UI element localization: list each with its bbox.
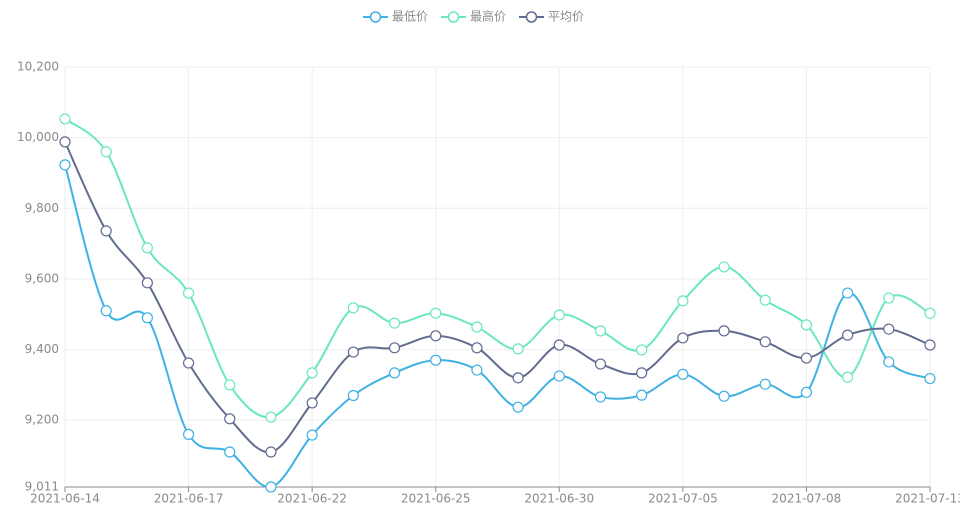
data-point <box>636 344 648 356</box>
data-point <box>430 307 442 319</box>
legend-label[interactable]: 最高价 <box>470 9 506 24</box>
data-point <box>347 302 359 314</box>
data-point <box>306 367 318 379</box>
data-point <box>636 389 648 401</box>
data-point <box>842 287 854 299</box>
data-point <box>883 356 895 368</box>
legend-icon[interactable] <box>369 11 382 23</box>
x-tick-label: 2021-06-17 <box>154 492 224 506</box>
data-point <box>883 292 895 304</box>
data-point <box>924 307 936 319</box>
data-point <box>306 397 318 409</box>
data-point <box>718 390 730 402</box>
data-point <box>512 343 524 355</box>
data-point <box>388 317 401 329</box>
data-point <box>141 277 153 289</box>
data-point <box>512 401 524 413</box>
data-point <box>182 287 195 299</box>
y-tick-label: 10,000 <box>17 130 59 144</box>
data-point <box>924 339 936 351</box>
data-point <box>800 352 813 364</box>
data-point <box>224 379 236 391</box>
data-point <box>100 305 112 317</box>
data-point <box>347 389 359 402</box>
data-point <box>842 329 854 341</box>
y-tick-label: 9,600 <box>25 271 59 285</box>
data-point <box>59 136 71 148</box>
data-point <box>100 146 112 158</box>
x-tick-label: 2021-07-05 <box>648 492 718 506</box>
data-point <box>347 346 359 358</box>
legend-icon[interactable] <box>447 11 460 23</box>
data-point <box>718 325 730 337</box>
legend-icon[interactable] <box>525 11 538 23</box>
data-point <box>141 312 153 324</box>
data-point <box>553 309 565 321</box>
data-point <box>553 339 565 351</box>
x-tick-label: 2021-06-14 <box>30 492 100 506</box>
data-point <box>677 295 689 307</box>
data-point <box>265 411 277 423</box>
data-point <box>265 481 277 493</box>
data-point <box>224 446 236 458</box>
data-point <box>924 372 936 385</box>
data-point <box>594 358 607 370</box>
data-point <box>430 354 442 366</box>
x-tick-label: 2021-06-30 <box>524 492 594 506</box>
data-point <box>800 319 813 331</box>
data-point <box>471 342 483 354</box>
data-point <box>388 342 401 354</box>
series-line <box>64 118 931 419</box>
data-point <box>224 413 236 425</box>
data-point <box>594 391 607 403</box>
data-point <box>594 325 607 337</box>
x-tick-label: 2021-07-13 <box>895 492 960 506</box>
data-point <box>141 242 153 254</box>
data-point <box>512 372 524 384</box>
y-tick-label: 9,200 <box>25 413 59 427</box>
y-tick-label: 9,800 <box>25 201 59 215</box>
data-point <box>759 336 771 348</box>
data-point <box>100 225 112 237</box>
data-point <box>636 367 648 379</box>
data-point <box>883 323 895 335</box>
data-point <box>677 368 689 380</box>
x-tick-label: 2021-06-22 <box>277 492 347 506</box>
x-tick-label: 2021-07-08 <box>772 492 842 506</box>
data-point <box>677 332 689 344</box>
data-point <box>182 357 195 369</box>
data-point <box>59 159 71 171</box>
y-tick-label: 9,400 <box>25 342 59 356</box>
x-tick-label: 2021-06-25 <box>401 492 471 506</box>
data-point <box>553 370 565 382</box>
legend-label[interactable]: 平均价 <box>548 10 584 24</box>
data-point <box>265 446 277 458</box>
data-point <box>182 428 195 440</box>
series-line <box>64 141 931 454</box>
legend-label[interactable]: 最低价 <box>392 10 428 24</box>
data-point <box>759 378 771 390</box>
data-point <box>800 386 813 398</box>
data-point <box>471 321 483 333</box>
data-point <box>759 294 771 306</box>
data-point <box>388 367 401 379</box>
data-point <box>59 113 71 125</box>
data-point <box>430 330 442 342</box>
data-point <box>842 371 854 383</box>
y-tick-label: 10,200 <box>17 60 59 74</box>
data-point <box>718 261 730 273</box>
y-tick-label: 9,011 <box>25 480 59 494</box>
data-point <box>306 429 318 441</box>
series-line <box>64 164 931 489</box>
data-point <box>471 364 483 376</box>
